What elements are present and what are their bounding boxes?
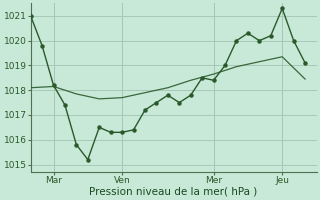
X-axis label: Pression niveau de la mer( hPa ): Pression niveau de la mer( hPa )	[90, 187, 258, 197]
